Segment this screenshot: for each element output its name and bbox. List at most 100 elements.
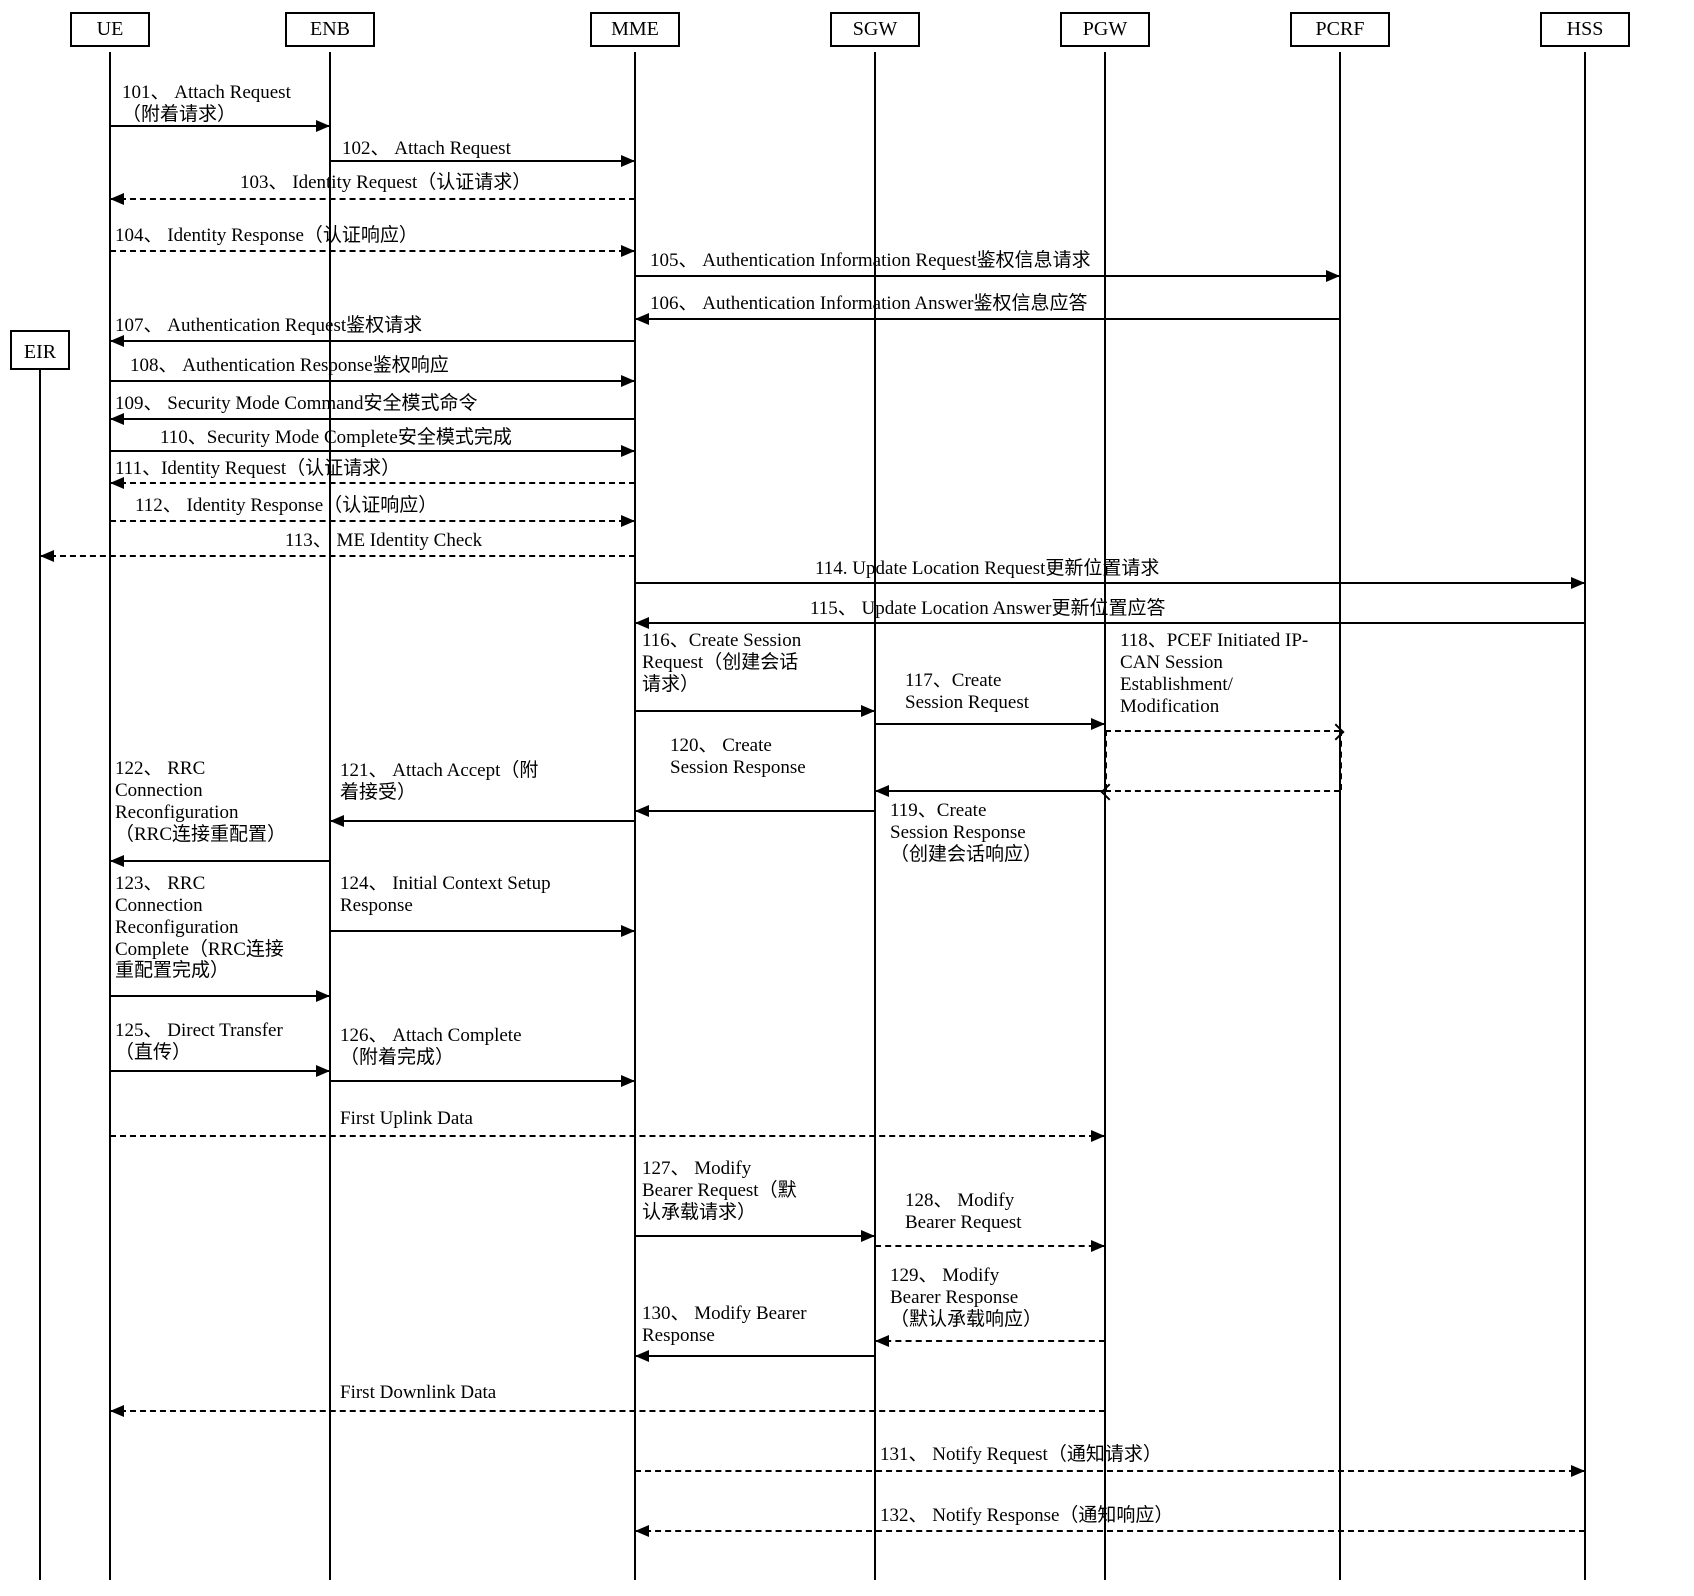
msg-arrow-123: [110, 995, 330, 997]
msg-arrow-106: [635, 318, 1340, 320]
msg-label-103: 103、 Identity Request（认证请求）: [240, 172, 531, 194]
msg-arrow-115: [635, 622, 1585, 624]
lifeline-hss: [1584, 52, 1586, 1580]
actor-hss: HSS: [1540, 12, 1630, 47]
msg-arrowhead-102: [621, 155, 635, 167]
msg-label-125: 125、 Direct Transfer （直传）: [115, 1020, 283, 1064]
msg-arrowhead-131: [1571, 1465, 1585, 1477]
msg-arrowhead-116: [861, 705, 875, 717]
msg-arrow-102: [330, 160, 635, 162]
msg-arrow-129: [875, 1340, 1105, 1342]
msg-arrow-upl: [110, 1135, 1105, 1137]
msg-label-113: 113、 ME Identity Check: [285, 530, 482, 552]
msg-arrow-107: [110, 340, 635, 342]
msg-label-124: 124、 Initial Context Setup Response: [340, 873, 551, 917]
msg-arrow-118-top: [1105, 730, 1340, 732]
msg-arrowhead-121: [330, 815, 344, 827]
actor-mme: MME: [590, 12, 680, 47]
msg-label-102: 102、 Attach Request: [342, 138, 511, 160]
msg-arrow-126: [330, 1080, 635, 1082]
msg-arrowhead-119: [875, 785, 889, 797]
msg-arrow-108: [110, 380, 635, 382]
msg-arrow-dwn: [110, 1410, 1105, 1412]
msg-arrowhead-123: [316, 990, 330, 1002]
msg-arrow-130: [635, 1355, 875, 1357]
msg-label-108: 108、 Authentication Response鉴权响应: [130, 355, 449, 377]
msg-arrowhead-110: [621, 445, 635, 457]
msg-label-119: 119、Create Session Response （创建会话响应）: [890, 800, 1042, 866]
msg-label-121: 121、 Attach Accept（附 着接受）: [340, 760, 538, 804]
msg-arrow-124: [330, 930, 635, 932]
msg-arrowhead-122: [110, 855, 124, 867]
msg-arrow-127: [635, 1235, 875, 1237]
msg-arrow-113: [40, 555, 635, 557]
msg-arrow-111: [110, 482, 635, 484]
msg-arrowhead-129: [875, 1335, 889, 1347]
msg-arrow-119: [875, 790, 1105, 792]
msg-arrow-105: [635, 275, 1340, 277]
msg-arrow-132: [635, 1530, 1585, 1532]
msg-label-dwn: First Downlink Data: [340, 1382, 496, 1404]
msg-arrowhead-104: [621, 245, 635, 257]
actor-enb: ENB: [285, 12, 375, 47]
lifeline-sgw: [874, 52, 876, 1580]
msg-label-114: 114. Update Location Request更新位置请求: [815, 558, 1159, 580]
msg-arrow-131: [635, 1470, 1585, 1472]
msg-arrow-121: [330, 820, 635, 822]
msg-label-112: 112、 Identity Response（认证响应）: [135, 495, 437, 517]
msg-arrowhead-114: [1571, 577, 1585, 589]
msg-label-106: 106、 Authentication Information Answer鉴权…: [650, 293, 1087, 315]
msg-arrowhead-103: [110, 193, 124, 205]
msg-arrowhead-105: [1326, 270, 1340, 282]
msg-label-101: 101、 Attach Request （附着请求）: [122, 82, 291, 126]
msg-arrowhead-130: [635, 1350, 649, 1362]
msg-arrow-120: [635, 810, 875, 812]
msg-arrow-103: [110, 198, 635, 200]
msg-label-109: 109、 Security Mode Command安全模式命令: [115, 393, 478, 415]
msg-arrowhead-101: [316, 120, 330, 132]
msg-arrowhead-113: [40, 550, 54, 562]
msg-arrowhead-132: [635, 1525, 649, 1537]
msg-arrow-117: [875, 723, 1105, 725]
msg-arrow-110: [110, 450, 635, 452]
msg-label-118: 118、PCEF Initiated IP- CAN Session Estab…: [1120, 630, 1308, 717]
actor-eir: EIR: [10, 330, 70, 370]
msg-arrow-112: [110, 520, 635, 522]
msg-label-117: 117、Create Session Request: [905, 670, 1029, 714]
actor-pgw: PGW: [1060, 12, 1150, 47]
actor-pcrf: PCRF: [1290, 12, 1390, 47]
msg-arrow-116: [635, 710, 875, 712]
msg-arrowhead-120: [635, 805, 649, 817]
lifeline-ue: [109, 52, 111, 1580]
msg-arrowhead-108: [621, 375, 635, 387]
msg-label-128: 128、 Modify Bearer Request: [905, 1190, 1022, 1234]
msg-label-132: 132、 Notify Response（通知响应）: [880, 1505, 1173, 1527]
msg-arrow-114: [635, 582, 1585, 584]
msg-arrowhead-upl: [1091, 1130, 1105, 1142]
msg-arrow-128: [875, 1245, 1105, 1247]
msg-arrowhead-126: [621, 1075, 635, 1087]
msg-label-116: 116、Create Session Request（创建会话 请求）: [642, 630, 801, 696]
msg-label-120: 120、 Create Session Response: [670, 735, 806, 779]
actor-ue: UE: [70, 12, 150, 47]
msg-label-upl: First Uplink Data: [340, 1108, 473, 1130]
msg-arrowhead-106: [635, 313, 649, 325]
msg-label-105: 105、 Authentication Information Request鉴…: [650, 250, 1091, 272]
msg-arrowhead-112: [621, 515, 635, 527]
msg-label-126: 126、 Attach Complete （附着完成）: [340, 1025, 522, 1069]
msg-arrow-104: [110, 250, 635, 252]
msg-label-129: 129、 Modify Bearer Response （默认承载响应）: [890, 1265, 1042, 1331]
msg-label-115: 115、 Update Location Answer更新位置应答: [810, 598, 1166, 620]
msg-label-110: 110、Security Mode Complete安全模式完成: [160, 427, 512, 449]
msg-arrowhead-dwn: [110, 1405, 124, 1417]
msg-arrow-125: [110, 1070, 330, 1072]
msg-label-131: 131、 Notify Request（通知请求）: [880, 1444, 1162, 1466]
msg-label-123: 123、 RRC Connection Reconfiguration Comp…: [115, 873, 284, 982]
actor-sgw: SGW: [830, 12, 920, 47]
msg-arrowhead-127: [861, 1230, 875, 1242]
msg-arrow-109: [110, 418, 635, 420]
msg-label-122: 122、 RRC Connection Reconfiguration （RRC…: [115, 758, 286, 845]
sequence-diagram: UE ENB MME SGW PGW PCRF HSS EIR 101、 Attach Requ…: [10, 10, 1684, 1586]
msg-arrow-118-bot: [1105, 790, 1340, 792]
msg-arrowhead-124: [621, 925, 635, 937]
